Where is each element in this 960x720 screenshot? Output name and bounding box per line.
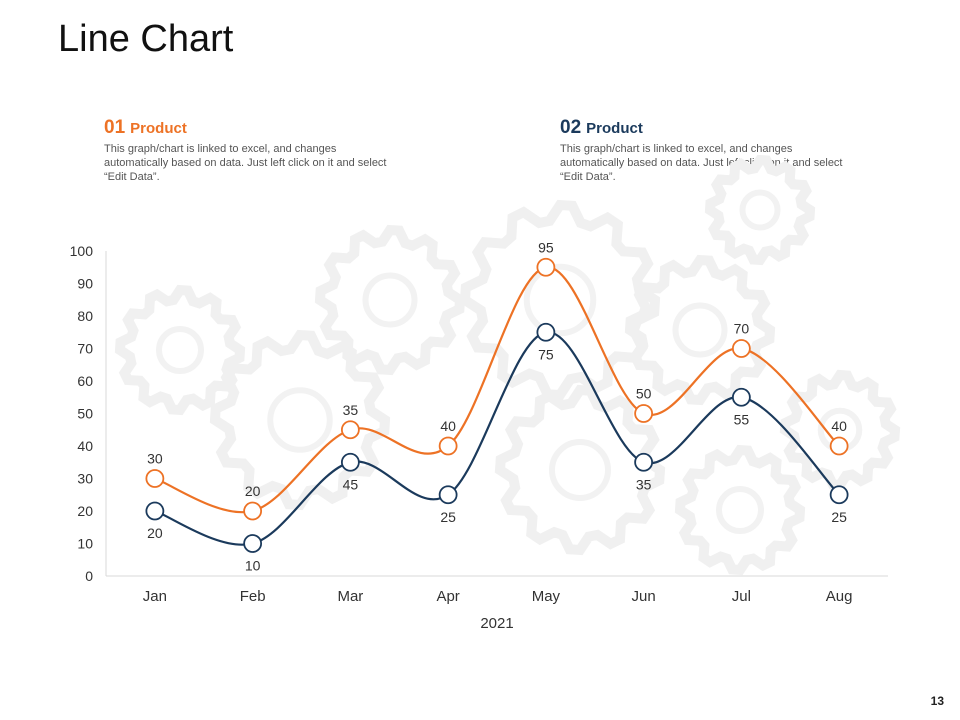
series-2-point — [438, 485, 458, 505]
chart-series-lines — [154, 266, 840, 546]
y-tick-label: 90 — [77, 276, 93, 292]
gear-shape — [704, 154, 816, 266]
series-1-data-label: 50 — [636, 386, 652, 402]
chart-labels: 30 20 35 40 95 50 70 40 20 10 45 25 75 35 55 25 — [147, 239, 847, 573]
page-number: 13 — [930, 694, 944, 708]
series-2-point — [829, 485, 849, 505]
series-1-data-label: 40 — [440, 418, 456, 434]
x-tick-label: Jun — [632, 588, 656, 605]
series-2-data-label: 75 — [538, 346, 554, 362]
series-2-data-label: 35 — [636, 476, 652, 492]
y-tick-label: 40 — [77, 438, 93, 454]
gear-shape — [674, 444, 806, 576]
product-2-heading: 02 Product — [560, 116, 860, 140]
y-tick-label: 30 — [77, 471, 93, 487]
x-axis-title: 2021 — [480, 615, 513, 632]
gear-shape — [494, 384, 666, 556]
series-2-point — [731, 387, 751, 407]
gear-shape — [459, 199, 661, 401]
x-tick-label: May — [532, 588, 561, 605]
product-1-label: Product — [130, 120, 187, 137]
series-2-point — [243, 534, 263, 553]
series-2-data-label: 25 — [831, 509, 847, 525]
gear-background-decoration — [114, 154, 901, 576]
product-1-legend: 01 Product This graph/chart is linked to… — [104, 116, 404, 184]
product-2-number: 02 — [560, 117, 582, 138]
y-tick-label: 20 — [77, 503, 93, 519]
series-1-data-label: 20 — [245, 483, 261, 499]
series-1-data-label: 30 — [147, 451, 163, 467]
series-2-data-label: 25 — [440, 509, 456, 525]
y-tick-label: 0 — [85, 568, 93, 584]
slide-title: Line Chart — [58, 18, 234, 60]
series-1-data-label: 35 — [343, 402, 359, 418]
y-tick-label: 80 — [77, 308, 93, 324]
product-1-description: This graph/chart is linked to excel, and… — [104, 143, 387, 183]
product-1-heading: 01 Product — [104, 116, 404, 140]
gear-shape — [314, 224, 466, 376]
chart-markers — [145, 257, 849, 553]
series-1-point — [731, 339, 751, 358]
gear-hub — [267, 387, 333, 453]
y-tick-label: 50 — [77, 406, 93, 422]
y-tick-label: 10 — [77, 536, 93, 552]
series-2-data-label: 45 — [343, 476, 359, 492]
series-2-line — [154, 331, 840, 546]
x-tick-label: Feb — [240, 588, 266, 605]
series-1-point — [145, 469, 165, 488]
gear-hub — [362, 272, 418, 328]
gear-hub — [716, 486, 764, 534]
product-2-label: Product — [586, 120, 643, 137]
series-1-point — [340, 420, 360, 440]
gear-hub — [739, 189, 781, 231]
x-tick-label: Jan — [143, 588, 167, 605]
series-2-point — [536, 322, 556, 342]
gear-hub — [523, 263, 597, 337]
series-1-point — [536, 257, 556, 277]
series-1-data-label: 40 — [831, 418, 847, 434]
series-2-point — [340, 452, 360, 472]
series-2-data-label: 55 — [734, 411, 750, 427]
x-tick-label: Mar — [337, 588, 363, 605]
y-tick-label: 60 — [77, 373, 93, 389]
y-tick-label: 100 — [70, 243, 94, 259]
series-1-point — [243, 501, 263, 521]
series-1-point — [634, 404, 654, 423]
gear-hub — [672, 302, 728, 358]
chart-axes: 0 10 20 30 40 50 60 70 80 90 100 Jan Feb Mar Apr May Jun… — [70, 243, 888, 632]
y-tick-label: 70 — [77, 341, 93, 357]
series-1-data-label: 70 — [734, 321, 750, 337]
series-2-point — [634, 452, 654, 472]
series-1-data-label: 95 — [538, 239, 554, 255]
product-1-number: 01 — [104, 117, 126, 138]
gear-shape — [114, 284, 246, 416]
series-2-data-label: 10 — [245, 558, 261, 574]
x-tick-label: Aug — [826, 588, 853, 605]
series-1-line — [154, 266, 840, 514]
gear-shape — [209, 329, 391, 511]
series-1-point — [438, 436, 458, 456]
series-2-point — [145, 501, 165, 521]
series-1-point — [829, 436, 849, 456]
gear-hub — [156, 326, 204, 374]
x-tick-label: Apr — [436, 588, 459, 605]
series-2-data-label: 20 — [147, 525, 163, 541]
gear-hub — [549, 439, 611, 501]
product-2-legend: 02 Product This graph/chart is linked to… — [560, 116, 860, 184]
x-tick-label: Jul — [732, 588, 751, 605]
